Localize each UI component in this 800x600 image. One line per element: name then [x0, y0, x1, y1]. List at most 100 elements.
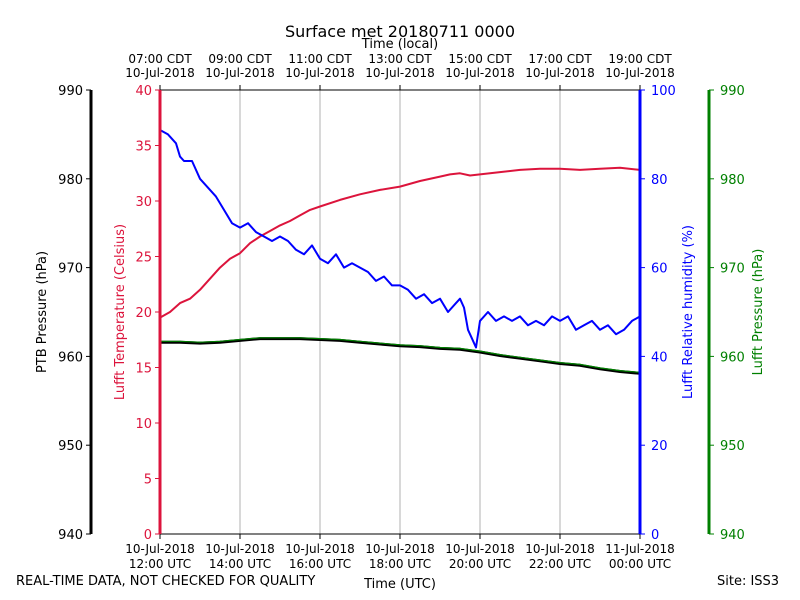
humidity-tick-label: 80 [651, 173, 668, 188]
point-humidity [215, 195, 217, 198]
x-tick-date: 10-Jul-2018 [285, 542, 355, 556]
point-temperature [339, 199, 341, 201]
chart-title: Surface met 20180711 0000 [285, 22, 515, 41]
point-temperature [279, 224, 281, 227]
point-humidity [511, 320, 513, 322]
ptb-pressure-axis-label: PTB Pressure (hPa) [35, 251, 50, 373]
x-tick-time: 12:00 UTC [129, 557, 191, 571]
x-tick-date: 10-Jul-2018 [125, 542, 195, 556]
x-tick-time: 16:00 UTC [289, 557, 351, 571]
point-temperature [599, 168, 601, 170]
point-temperature [379, 189, 381, 191]
ptb_pressure-tick-label: 980 [58, 173, 83, 188]
point-humidity [623, 329, 625, 331]
point-humidity [527, 324, 529, 326]
point-humidity [543, 324, 545, 326]
point-temperature [229, 258, 231, 260]
ptb_pressure-tick-label: 940 [58, 528, 83, 543]
point-temperature [399, 185, 401, 188]
point-humidity [431, 302, 433, 304]
point-humidity [311, 244, 313, 246]
quality-disclaimer: REAL-TIME DATA, NOT CHECKED FOR QUALITY [16, 574, 316, 589]
top-tick-date: 10-Jul-2018 [605, 66, 675, 80]
point-temperature [209, 278, 211, 280]
top-tick-date: 10-Jul-2018 [125, 66, 195, 80]
point-lufft-pressure [399, 344, 401, 346]
point-humidity [615, 333, 617, 335]
point-humidity [367, 271, 369, 273]
x-tick-time: 00:00 UTC [609, 557, 671, 571]
lufft_pressure-tick-label: 940 [720, 528, 745, 543]
point-humidity [175, 142, 177, 144]
point-humidity [439, 298, 441, 300]
point-humidity [471, 338, 473, 340]
lufft-pressure-axis-label: Lufft Pressure (hPa) [751, 249, 766, 376]
point-humidity [479, 320, 481, 322]
x-tick-time: 22:00 UTC [529, 557, 591, 571]
point-lufft-pressure [379, 342, 381, 344]
point-humidity [503, 315, 505, 318]
point-temperature [459, 172, 461, 174]
point-humidity [459, 298, 461, 300]
point-humidity [255, 231, 257, 233]
top-tick-time: 13:00 CDT [368, 52, 432, 66]
temperature-tick-label: 20 [135, 306, 152, 321]
point-humidity [319, 258, 321, 260]
point-humidity [455, 302, 457, 304]
point-humidity [327, 262, 329, 264]
point-lufft-pressure [199, 341, 201, 343]
x-tick-date: 11-Jul-2018 [605, 542, 675, 556]
point-temperature [479, 173, 481, 175]
point-humidity [575, 329, 577, 331]
point-temperature [269, 230, 271, 232]
point-humidity [423, 293, 425, 295]
temperature-tick-label: 0 [144, 528, 152, 543]
point-humidity [551, 315, 553, 318]
point-lufft-pressure [599, 367, 601, 369]
point-temperature [469, 174, 471, 177]
point-lufft-pressure [419, 345, 421, 347]
grid-lines [239, 90, 561, 534]
point-humidity [335, 253, 337, 255]
point-lufft-pressure [359, 340, 361, 342]
point-temperature [579, 169, 581, 171]
humidity-tick-label: 20 [651, 439, 668, 454]
point-humidity [475, 346, 477, 349]
humidity-axis-label: Lufft Relative humidity (%) [681, 225, 696, 399]
temperature-tick-label: 35 [135, 140, 152, 155]
point-humidity [231, 222, 233, 224]
point-lufft-pressure [559, 362, 561, 364]
point-lufft-pressure [539, 359, 541, 361]
top-tick-time: 07:00 CDT [128, 52, 192, 66]
point-humidity [631, 320, 633, 322]
x-tick-date: 10-Jul-2018 [205, 542, 275, 556]
point-humidity [303, 253, 305, 255]
point-humidity [391, 284, 393, 286]
series-layer [159, 129, 641, 375]
point-humidity [263, 235, 265, 238]
point-humidity [191, 160, 193, 162]
point-humidity [271, 240, 273, 242]
point-temperature [249, 242, 251, 244]
point-temperature [179, 302, 181, 304]
point-humidity [183, 160, 185, 162]
point-lufft-pressure [519, 356, 521, 358]
top-axis-label: Time (local) [361, 37, 438, 52]
point-ptb-pressure [419, 346, 421, 348]
point-humidity [223, 209, 225, 211]
point-humidity [567, 315, 569, 318]
point-lufft-pressure [459, 347, 461, 350]
point-humidity [599, 329, 601, 331]
point-humidity [463, 306, 465, 309]
point-lufft-pressure [319, 338, 321, 340]
point-lufft-pressure [299, 337, 301, 339]
point-temperature [259, 235, 261, 238]
point-humidity [535, 320, 537, 322]
point-temperature [439, 175, 441, 178]
point-humidity [495, 320, 497, 322]
point-humidity [583, 324, 585, 326]
point-temperature [189, 298, 191, 300]
point-humidity [591, 320, 593, 322]
